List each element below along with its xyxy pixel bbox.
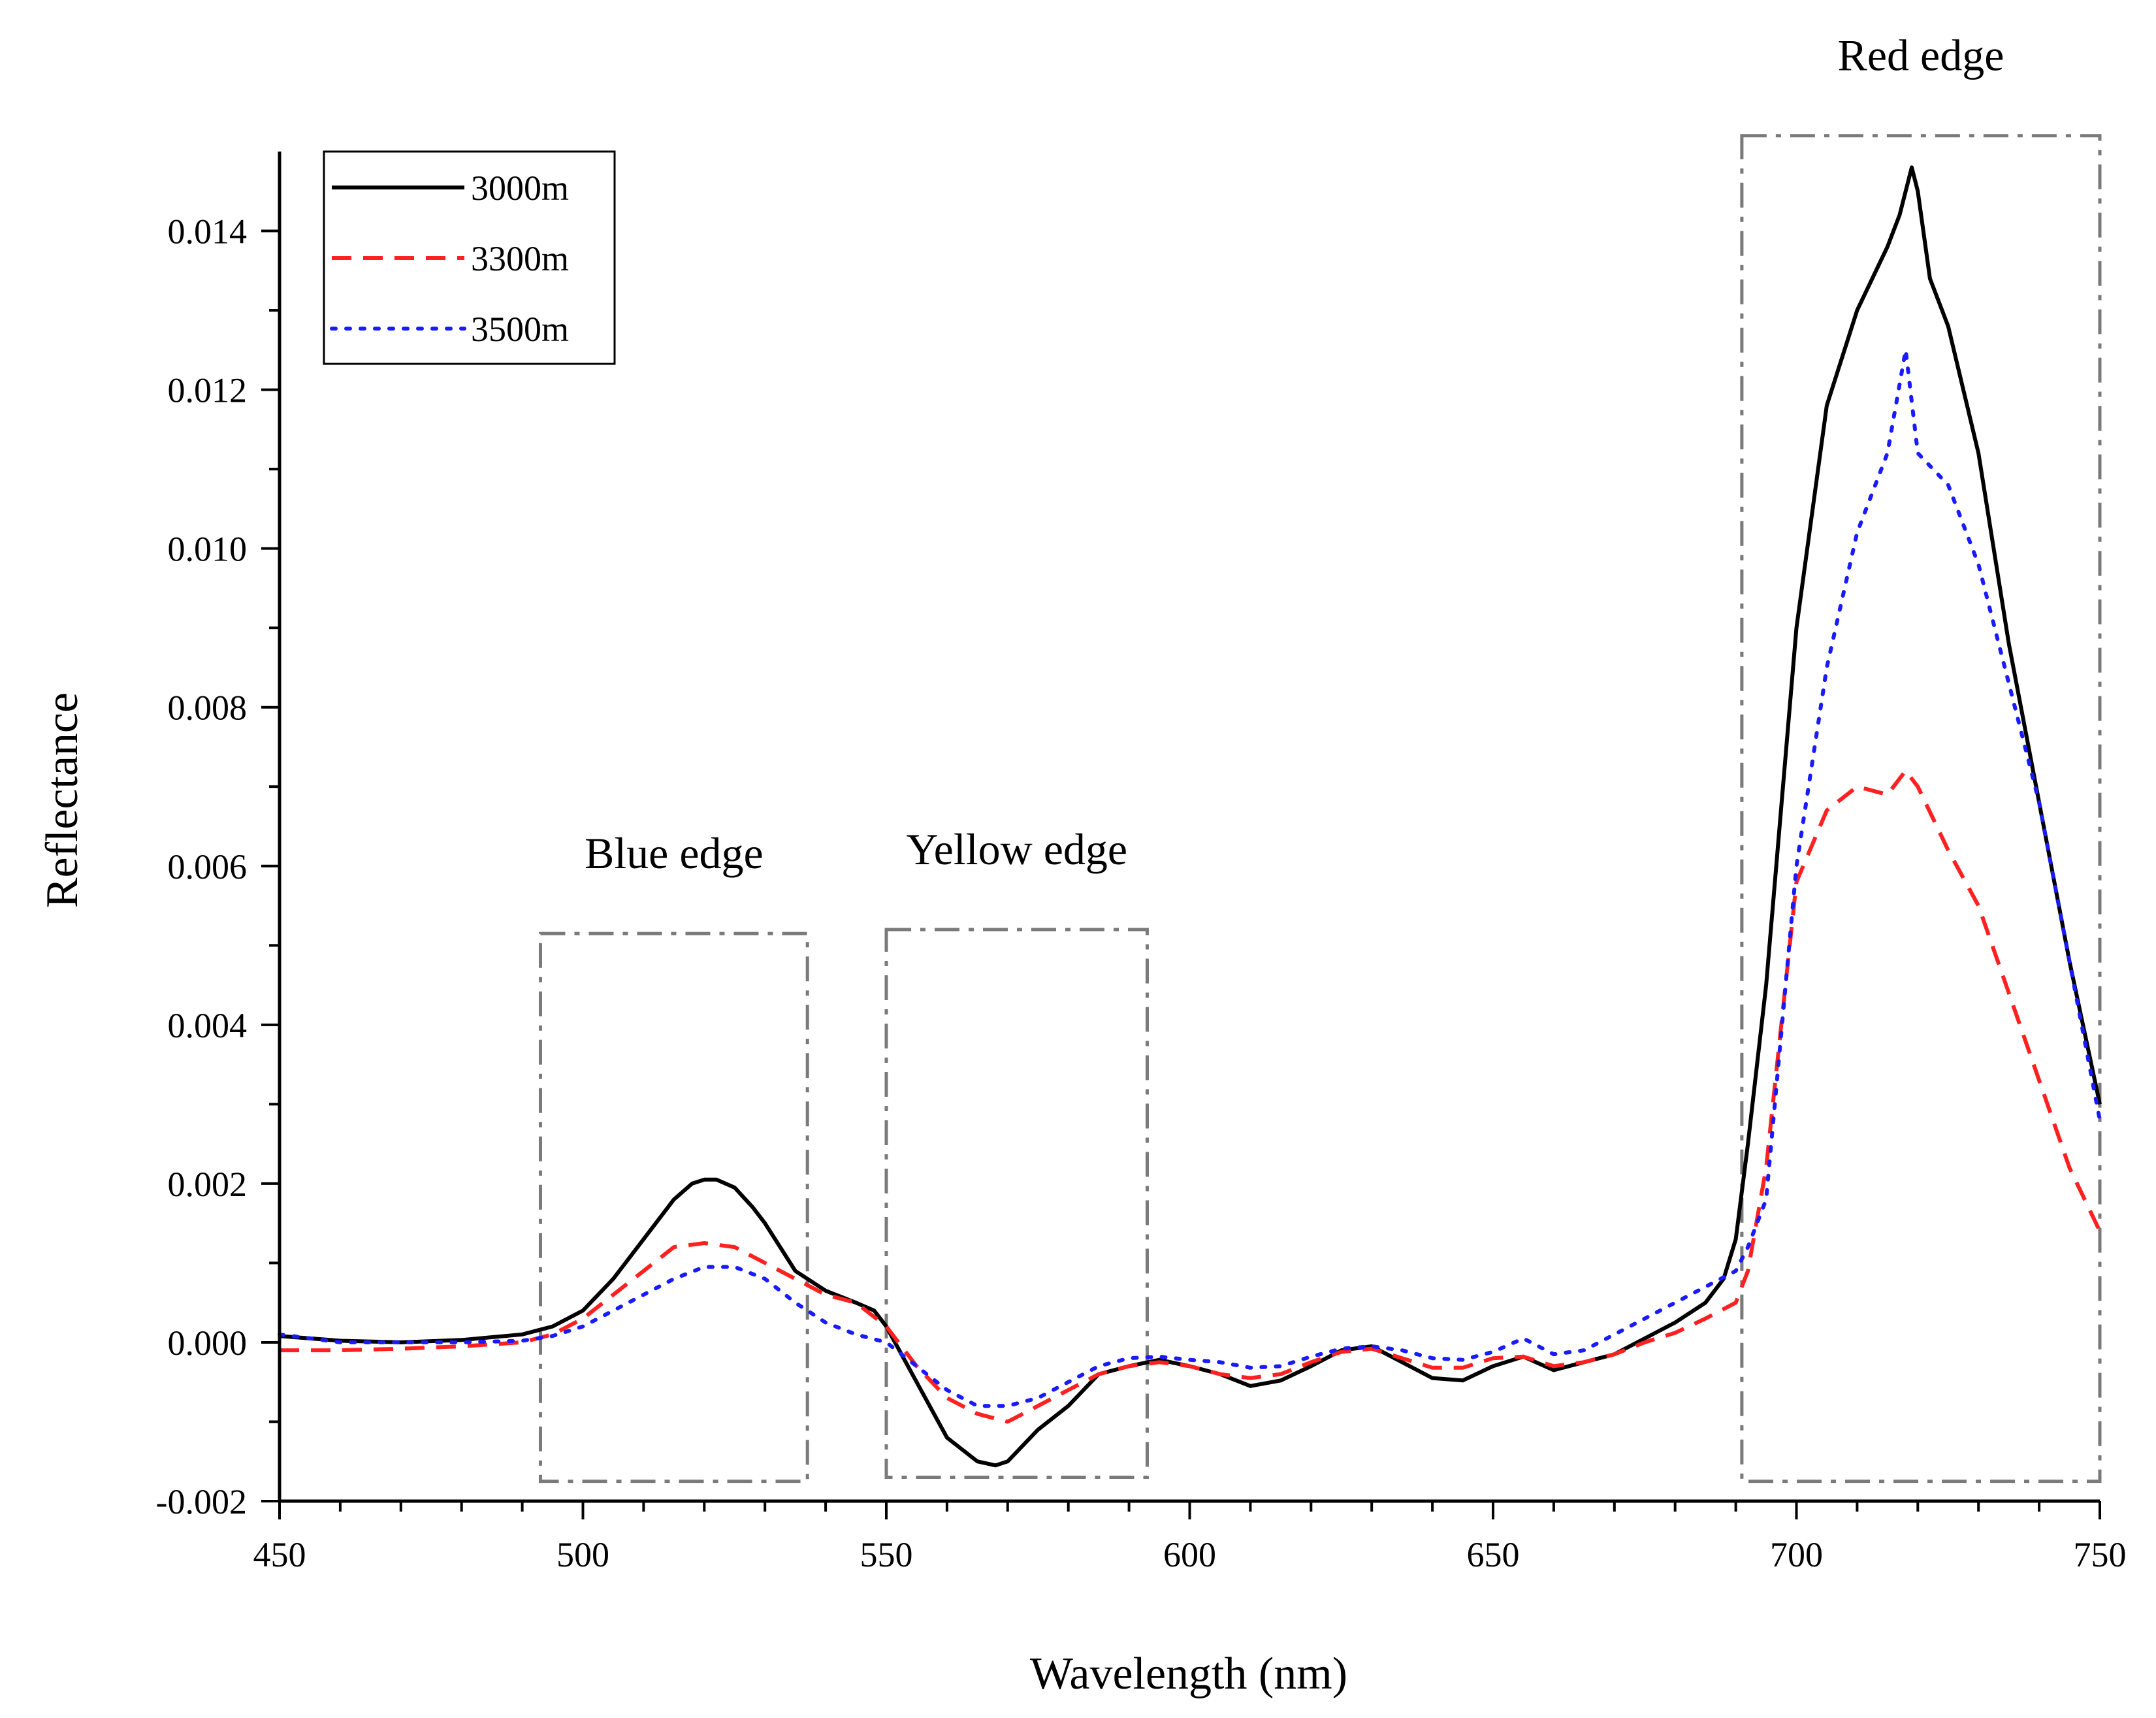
blue-edge-box (538, 932, 809, 1483)
series-line-3300m (280, 768, 2102, 1424)
yellow-edge-box (884, 928, 1149, 1480)
series-line-3000m (279, 165, 2102, 1468)
y-tick-label: -0.002 (156, 1482, 247, 1521)
x-tick-label: 650 (1467, 1535, 1520, 1574)
series-layer (278, 165, 2102, 1468)
y-tick-label: 0.004 (168, 1006, 248, 1045)
y-tick-label: 0.000 (168, 1323, 248, 1363)
y-tick-label: 0.008 (168, 689, 248, 728)
y-tick-label: 0.012 (168, 371, 248, 410)
red-edge-box (1740, 134, 2102, 1483)
x-axis-title: Wavelength (nm) (1030, 1649, 1347, 1699)
legend-label: 3500m (471, 310, 569, 349)
blue-edge-label: Blue edge (585, 828, 764, 878)
legend: 3000m 3300m 3500m (323, 150, 616, 365)
red-edge-label: Red edge (1837, 31, 2004, 80)
annotation-boxes: Blue edge Yellow edge Red edge (538, 31, 2102, 1483)
x-tick-label: 600 (1163, 1535, 1216, 1574)
y-tick-label: 0.002 (168, 1165, 248, 1204)
x-tick-label: 700 (1770, 1535, 1823, 1574)
y-tick-label: 0.010 (168, 530, 248, 569)
yellow-edge-label: Yellow edge (906, 824, 1127, 874)
legend-label: 3300m (471, 239, 569, 278)
y-axis-title: Reflectance (37, 692, 88, 908)
y-tick-label: 0.014 (168, 212, 248, 251)
x-tick-label: 750 (2074, 1535, 2127, 1574)
series-line-3500m (278, 348, 2102, 1408)
legend-label: 3000m (471, 169, 569, 208)
y-tick-label: 0.006 (168, 847, 248, 886)
tick-layer: 450 500 550 600 650 700 750 -0.002 0.000 0.002 0.0… (156, 212, 2127, 1574)
x-tick-label: 550 (860, 1535, 913, 1574)
x-tick-label: 500 (556, 1535, 609, 1574)
x-tick-label: 450 (253, 1535, 306, 1574)
